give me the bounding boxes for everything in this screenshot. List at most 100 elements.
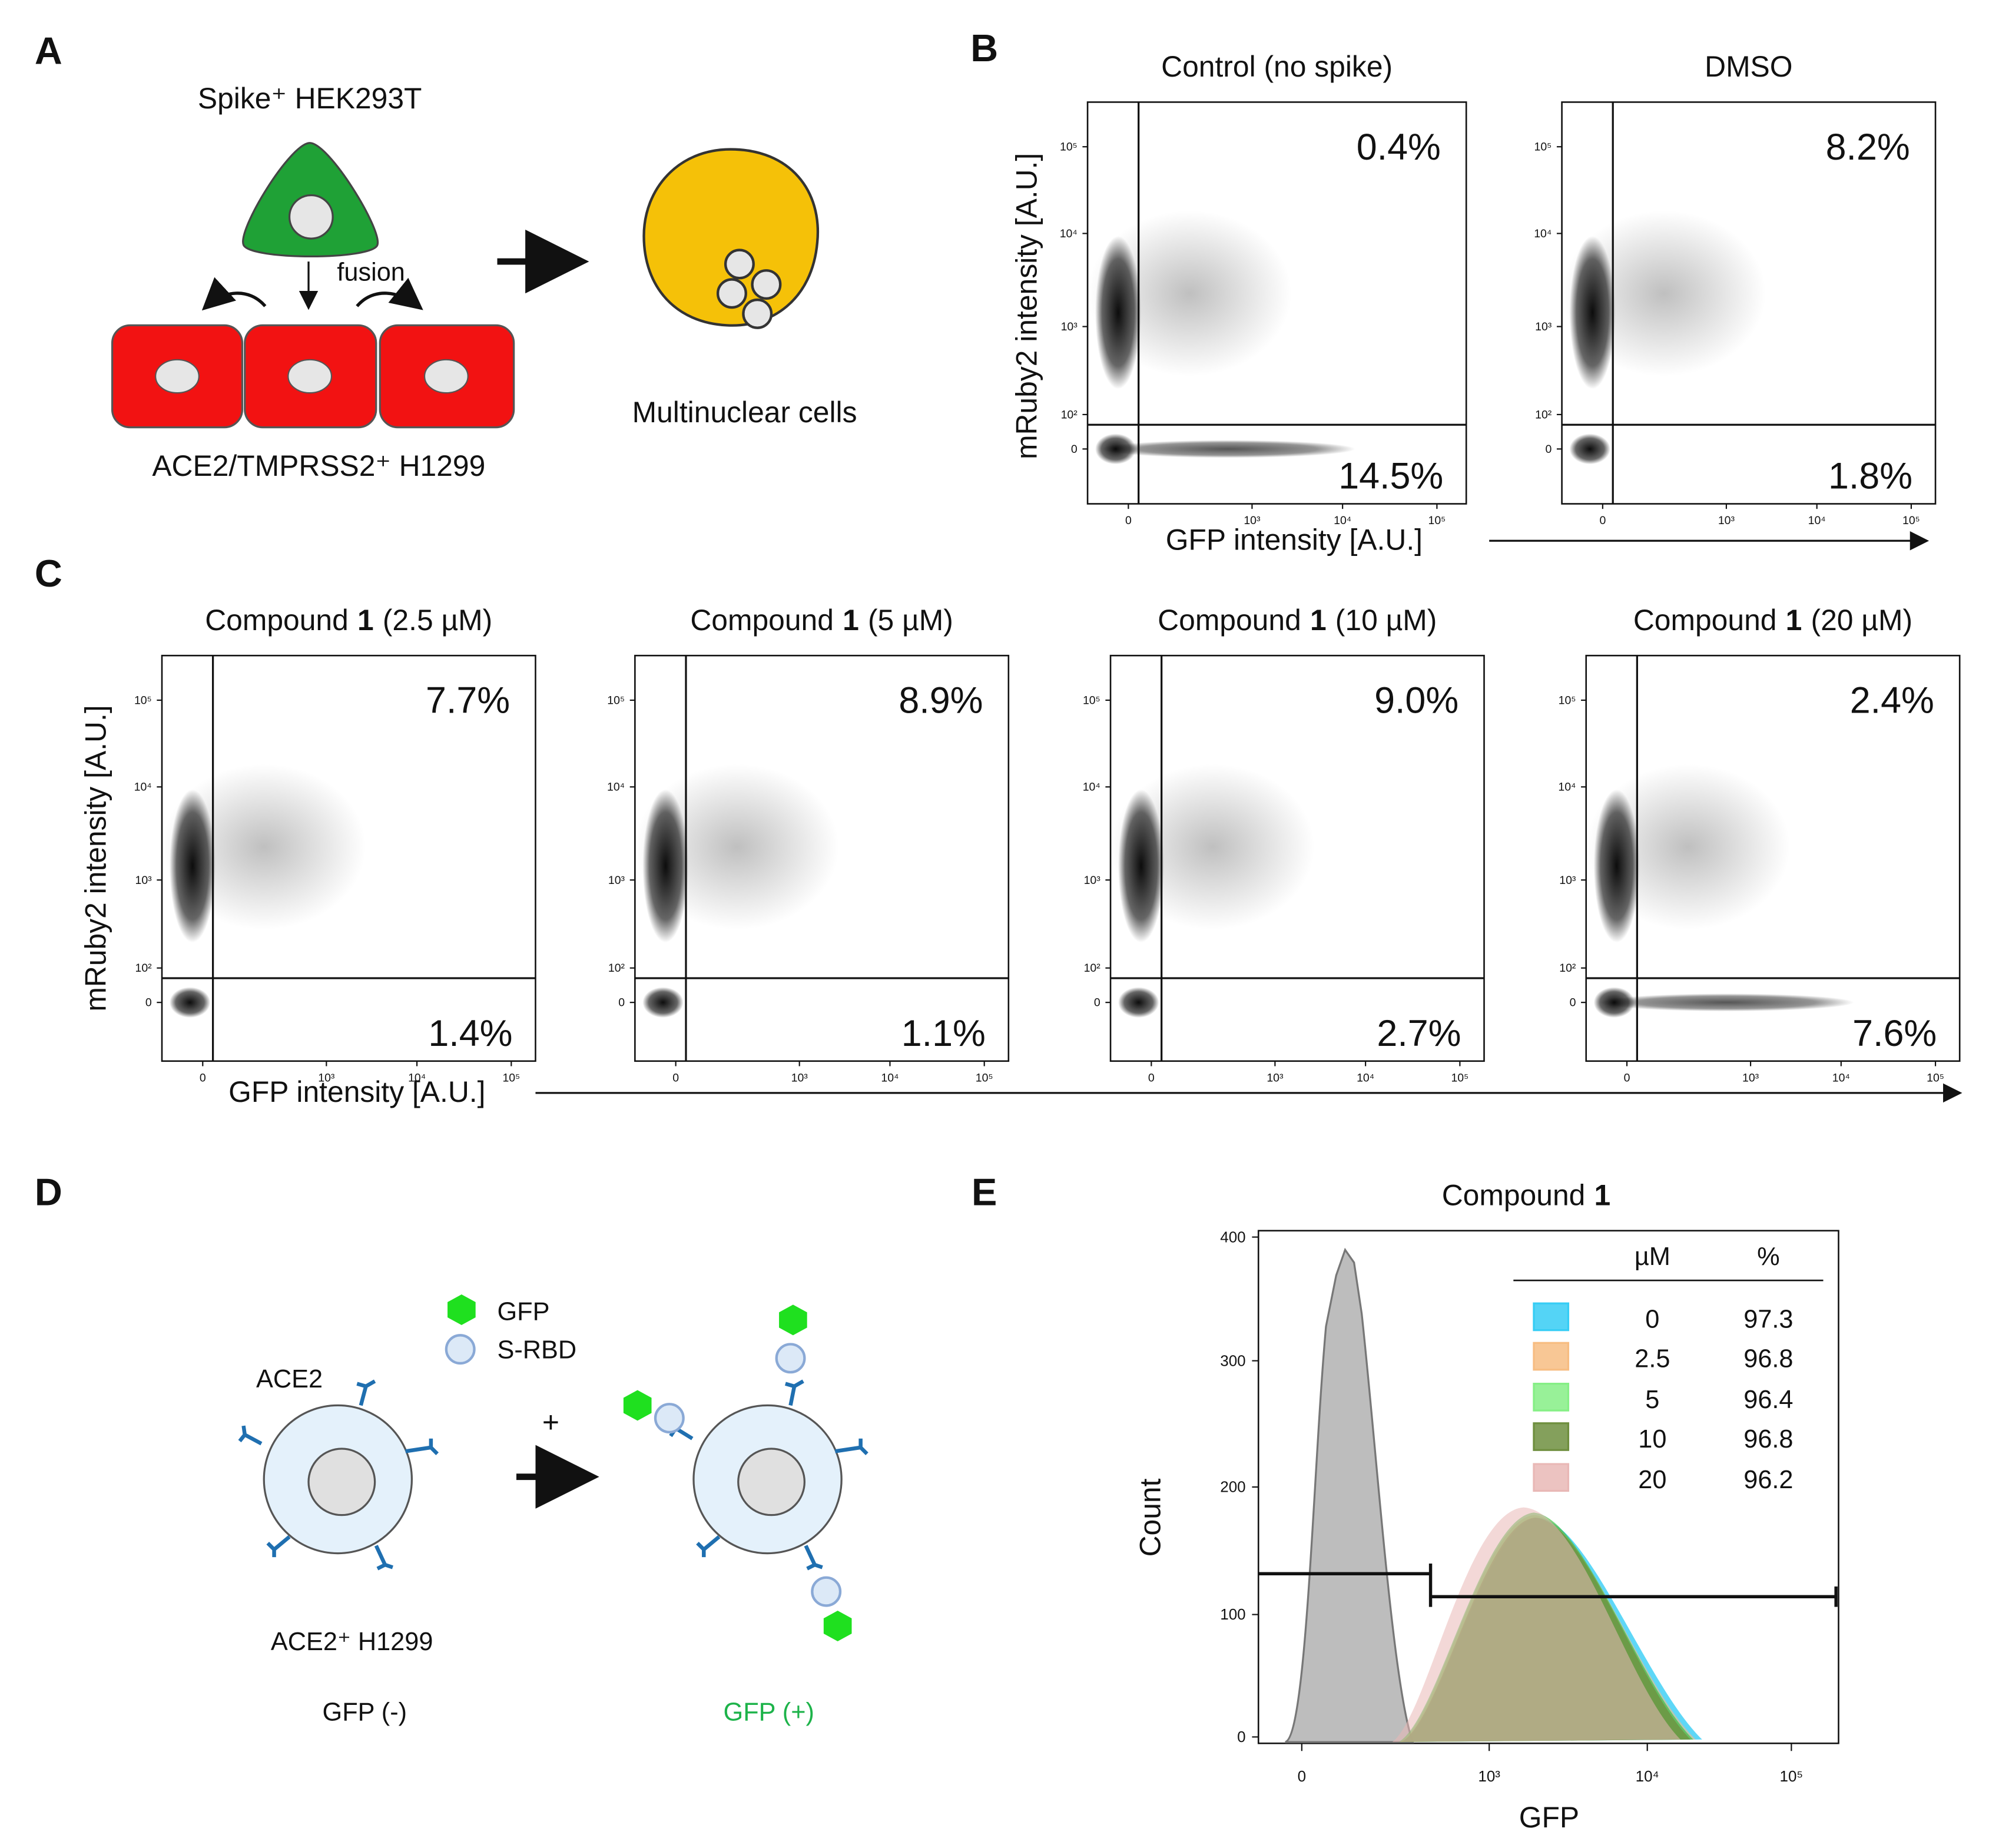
plot-frame [634, 654, 1010, 1062]
y-tick-label: 10⁵ [1083, 694, 1100, 707]
y-tick-label: 10³ [1061, 320, 1078, 333]
flow-plot: 10⁵ 10⁴ 10³ 10² 0 0 10³ 10⁴ 10⁵ [607, 654, 1010, 1084]
y-tick-label: 10³ [608, 874, 625, 887]
plot-frame [161, 654, 536, 1062]
quadrant-percent: 9.0% [1374, 680, 1458, 721]
legend-swatch [1533, 1463, 1570, 1492]
x-tick-label: 10⁵ [1927, 1071, 1944, 1084]
x-tick-label: 10⁴ [1334, 514, 1351, 527]
x-tick-label: 10³ [318, 1071, 335, 1084]
y-tick-label: 0 [1094, 996, 1100, 1009]
y-tick-label: 200 [1220, 1478, 1245, 1496]
quadrant-percent: 1.4% [428, 1013, 512, 1054]
table-cell: 96.8 [1743, 1425, 1793, 1453]
table-cell: 97.3 [1743, 1305, 1793, 1333]
x-tick-label: 10³ [1478, 1767, 1500, 1785]
quadrant-percent: 2.7% [1377, 1013, 1461, 1054]
y-tick-label: 10⁵ [1559, 694, 1576, 707]
population-streak [1100, 440, 1355, 458]
axis-label: GFP intensity [A.U.] [1166, 523, 1423, 556]
table-cell: 96.4 [1743, 1386, 1793, 1414]
table-cell: 20 [1638, 1466, 1666, 1494]
plot-title: DMSO [1705, 50, 1792, 83]
population-cloud [169, 789, 216, 943]
legend-label: GFP [498, 1297, 550, 1326]
x-tick-label: 10⁴ [408, 1071, 426, 1084]
x-tick-label: 10⁴ [1808, 514, 1826, 527]
y-tick-label: 300 [1220, 1352, 1245, 1369]
x-tick-label: 10⁵ [1902, 514, 1920, 527]
y-tick-label: 10⁵ [1060, 141, 1078, 154]
plot-title-part: Compound [690, 604, 834, 637]
flow-plot: 10⁵ 10⁴ 10³ 10² 0 0 10³ 10⁴ 10⁵ [1558, 654, 1961, 1084]
panel-label: C [35, 552, 62, 595]
state-label: GFP (-) [323, 1698, 407, 1726]
plot-title-part: (20 µM) [1811, 604, 1913, 637]
flow-plot: 10⁵ 10⁴ 10³ 10² 0 0 10³ 10⁴ 10⁵ [1083, 654, 1485, 1084]
panel-label: D [35, 1170, 62, 1213]
quadrant-percent: 2.4% [1850, 680, 1934, 721]
y-tick-label: 0 [1071, 443, 1078, 456]
axis-label: GFP intensity [A.U.] [228, 1075, 485, 1108]
cell-label: Spike⁺ HEK293T [198, 82, 422, 115]
flow-plot: 10⁵ 10⁴ 10³ 10² 0 0 10³ 10⁴ 10⁵ [1060, 101, 1467, 527]
x-tick-label: 10⁵ [1780, 1767, 1804, 1785]
cell-label: ACE2/TMPRSS2⁺ H1299 [152, 449, 485, 482]
x-tick-label: 10³ [1718, 514, 1735, 527]
plot-title-part: 1 [1594, 1178, 1611, 1211]
plot-frame [1086, 101, 1467, 505]
fusion-label: fusion [337, 259, 405, 287]
y-tick-label: 0 [1570, 996, 1576, 1009]
y-tick-label: 10² [135, 962, 153, 975]
table-cell: 96.8 [1743, 1344, 1793, 1373]
legend-label: S-RBD [498, 1336, 577, 1364]
y-tick-label: 10⁴ [607, 781, 625, 794]
quadrant-percent: 8.9% [899, 680, 983, 721]
y-tick-label: 0 [145, 996, 152, 1009]
axis-label: mRuby2 intensity [A.U.] [1010, 153, 1043, 459]
state-label: GFP (+) [724, 1698, 814, 1726]
y-tick-label: 10² [1061, 408, 1078, 421]
y-tick-label: 10⁵ [607, 694, 625, 707]
x-tick-label: 10³ [1742, 1071, 1759, 1084]
population-cloud [1118, 789, 1164, 943]
x-tick-label: 0 [1148, 1071, 1155, 1084]
population-streak [1599, 993, 1854, 1012]
population-cloud [1118, 987, 1159, 1018]
x-tick-label: 0 [1624, 1071, 1630, 1084]
y-tick-label: 10⁴ [134, 781, 152, 794]
x-tick-label: 0 [1599, 514, 1606, 527]
table-cell: 10 [1638, 1425, 1666, 1453]
population-cloud [642, 789, 689, 943]
y-tick-label: 10⁴ [1083, 781, 1100, 794]
plot-title-part: (5 µM) [868, 604, 953, 637]
y-tick-label: 10² [1559, 962, 1576, 975]
y-tick-label: 10³ [1084, 874, 1101, 887]
y-tick-label: 10⁴ [1558, 781, 1576, 794]
y-tick-label: 10⁵ [1534, 141, 1552, 154]
plot-title-part: Compound [1442, 1178, 1586, 1211]
plot-title-part: 1 [1786, 604, 1802, 637]
plot-title: Compound 1 (10 µM) [1158, 604, 1437, 637]
plot-title: Compound 1 (20 µM) [1633, 604, 1912, 637]
population-cloud [169, 987, 211, 1018]
axis-label: mRuby2 intensity [A.U.] [79, 705, 112, 1011]
panel-label: E [972, 1170, 997, 1213]
quadrant-percent: 7.6% [1852, 1013, 1937, 1054]
x-tick-label: 10⁵ [1451, 1071, 1468, 1084]
axis-label: Count [1134, 1478, 1167, 1556]
population-cloud [1569, 236, 1616, 389]
table-cell: 96.2 [1743, 1466, 1793, 1494]
y-tick-label: 10³ [135, 874, 153, 887]
x-tick-label: 10⁴ [881, 1071, 899, 1084]
legend-swatch [1533, 1422, 1570, 1451]
plot-title-part: DMSO [1705, 50, 1792, 83]
plot-title: Compound 1 (2.5 µM) [205, 604, 492, 637]
quadrant-percent: 8.2% [1826, 127, 1910, 168]
quadrant-percent: 1.1% [901, 1013, 986, 1054]
plot-frame [1585, 654, 1961, 1062]
x-tick-label: 10⁵ [502, 1071, 520, 1084]
x-tick-label: 10⁴ [1636, 1767, 1659, 1785]
plot-title-part: 1 [1310, 604, 1327, 637]
quadrant-percent: 14.5% [1338, 456, 1443, 497]
